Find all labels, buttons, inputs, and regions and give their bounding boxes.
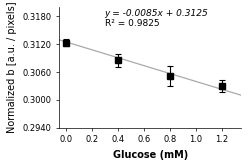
Text: y = -0.0085x + 0.3125: y = -0.0085x + 0.3125 [105,9,209,18]
Text: R² = 0.9825: R² = 0.9825 [105,19,159,28]
X-axis label: Glucose (mM): Glucose (mM) [113,150,188,160]
Y-axis label: Normalized b [a.u. / pixels]: Normalized b [a.u. / pixels] [7,2,17,133]
